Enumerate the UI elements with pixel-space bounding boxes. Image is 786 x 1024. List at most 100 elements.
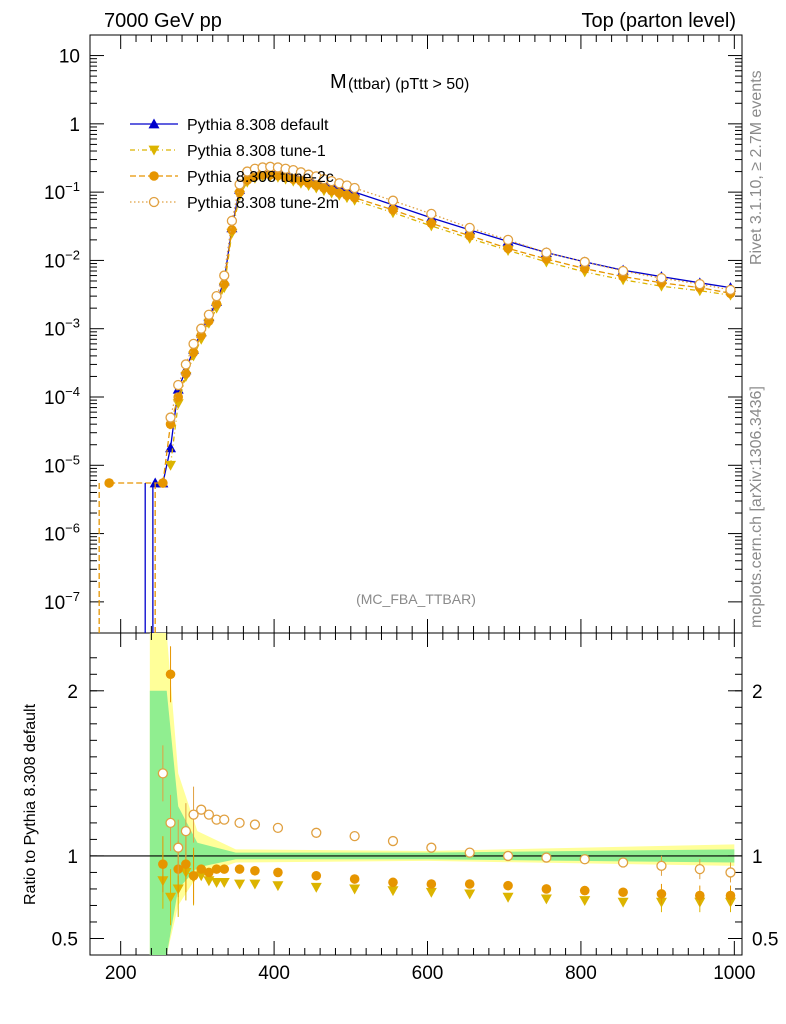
- y-tick-label: 10−4: [44, 384, 80, 409]
- ratio-point: [502, 892, 514, 903]
- ratio-point: [165, 892, 177, 903]
- data-point: [296, 176, 306, 186]
- ratio-point: [541, 884, 552, 894]
- y-tick-label: 10−6: [44, 521, 80, 546]
- plot-title-sub: (ttbar) (pTtt > 50): [348, 76, 469, 93]
- ratio-panel-frame: [89, 632, 743, 956]
- legend-marker: [148, 118, 160, 129]
- ratio-point: [464, 879, 475, 889]
- data-point: [273, 170, 283, 181]
- legend: Pythia 8.308 default Pythia 8.308 tune-1 P…: [130, 117, 339, 212]
- data-point: [242, 175, 253, 185]
- x-tick-label: 200: [105, 963, 137, 984]
- ratio-point: [464, 847, 475, 858]
- ratio-point: [349, 830, 360, 842]
- y-tick-label: 10−2: [44, 247, 80, 272]
- legend-label: Pythia 8.308 tune-2m: [187, 195, 339, 212]
- data-point: [694, 278, 705, 290]
- ratio-point: [656, 860, 667, 871]
- ratio-axis-ticks: 0.5 0.5 1 1 2 2 200 400 600 800 1000: [52, 633, 778, 984]
- ratio-point: [219, 814, 230, 825]
- data-point: [180, 359, 192, 370]
- data-point: [165, 460, 177, 471]
- ratio-point: [540, 894, 552, 905]
- ratio-point: [618, 887, 628, 898]
- x-tick-label: 1000: [713, 963, 755, 984]
- ratio-point: [196, 804, 207, 815]
- y-tick-label: 10: [59, 47, 80, 68]
- data-point: [173, 379, 184, 391]
- ratio-point: [425, 887, 437, 898]
- legend-label: Pythia 8.308 tune-1: [187, 143, 326, 160]
- x-tick-label: 600: [412, 963, 444, 984]
- data-point: [188, 347, 199, 358]
- ratio-point: [310, 882, 322, 893]
- data-point: [502, 234, 514, 246]
- ratio-point: [311, 870, 322, 881]
- series-line: [169, 175, 731, 466]
- data-point: [426, 208, 437, 220]
- ratio-point: [204, 867, 214, 878]
- ratio-point: [173, 842, 184, 853]
- ratio-point: [188, 870, 199, 881]
- plot-title-main: M: [330, 71, 347, 93]
- ratio-point: [165, 669, 176, 680]
- ratio-point: [656, 889, 667, 899]
- ratio-point: [272, 881, 284, 892]
- ratio-point: [188, 809, 199, 820]
- rivet-label: Rivet 3.1.10, ≥ 2.7M events: [748, 70, 765, 265]
- data-point: [617, 265, 629, 277]
- ratio-point: [579, 885, 590, 896]
- y-tick-label: 1: [69, 115, 80, 136]
- ratio-point: [203, 876, 215, 887]
- ratio-point: [249, 879, 261, 890]
- data-point: [288, 174, 299, 184]
- ratio-point: [388, 877, 398, 888]
- data-point: [227, 225, 237, 235]
- data-point: [219, 270, 230, 281]
- ratio-point: [464, 889, 476, 900]
- data-point: [173, 392, 184, 402]
- ratio-point: [158, 859, 168, 869]
- ratio-point: [211, 877, 223, 888]
- data-point: [388, 205, 398, 215]
- data-point: [311, 180, 322, 191]
- data-point: [503, 243, 513, 254]
- legend-label: Pythia 8.308 default: [187, 117, 329, 134]
- ratio-y-tick-label-right: 0.5: [752, 929, 778, 950]
- data-point: [349, 182, 360, 194]
- main-series-group: [98, 161, 736, 633]
- data-point: [342, 190, 352, 201]
- data-point: [303, 178, 314, 189]
- data-point: [219, 279, 230, 289]
- ratio-point: [349, 874, 360, 884]
- ratio-point: [695, 890, 705, 901]
- data-point: [211, 290, 222, 302]
- ratio-point: [249, 819, 261, 830]
- legend-marker: [149, 171, 159, 181]
- ratio-point: [541, 852, 552, 863]
- ratio-uncertainty-bands: [90, 633, 742, 955]
- ratio-y-tick-label: 1: [67, 847, 78, 868]
- ratio-point: [250, 865, 260, 876]
- ratio-y-tick-label-right: 1: [752, 847, 763, 868]
- data-point: [326, 185, 337, 196]
- data-point: [464, 222, 475, 233]
- legend-label: Pythia 8.308 tune-2c: [187, 169, 334, 186]
- ratio-point: [503, 880, 513, 891]
- ratio-point: [579, 854, 590, 865]
- ratio-point: [219, 864, 230, 874]
- ratio-point: [273, 867, 283, 878]
- ratio-point: [725, 890, 736, 901]
- watermark: (MC_FBA_TTBAR): [356, 591, 476, 607]
- ratio-point: [579, 896, 591, 907]
- x-tick-label: 800: [565, 963, 597, 984]
- ratio-y-tick-label: 2: [67, 682, 78, 703]
- y-tick-label: 10−3: [44, 316, 80, 341]
- header-left: 7000 GeV pp: [104, 10, 222, 32]
- legend-marker: [148, 196, 160, 208]
- ratio-point: [181, 859, 191, 869]
- data-point: [464, 230, 475, 241]
- data-point: [234, 187, 245, 197]
- ratio-ylabel: Ratio to Pythia 8.308 default: [22, 703, 39, 905]
